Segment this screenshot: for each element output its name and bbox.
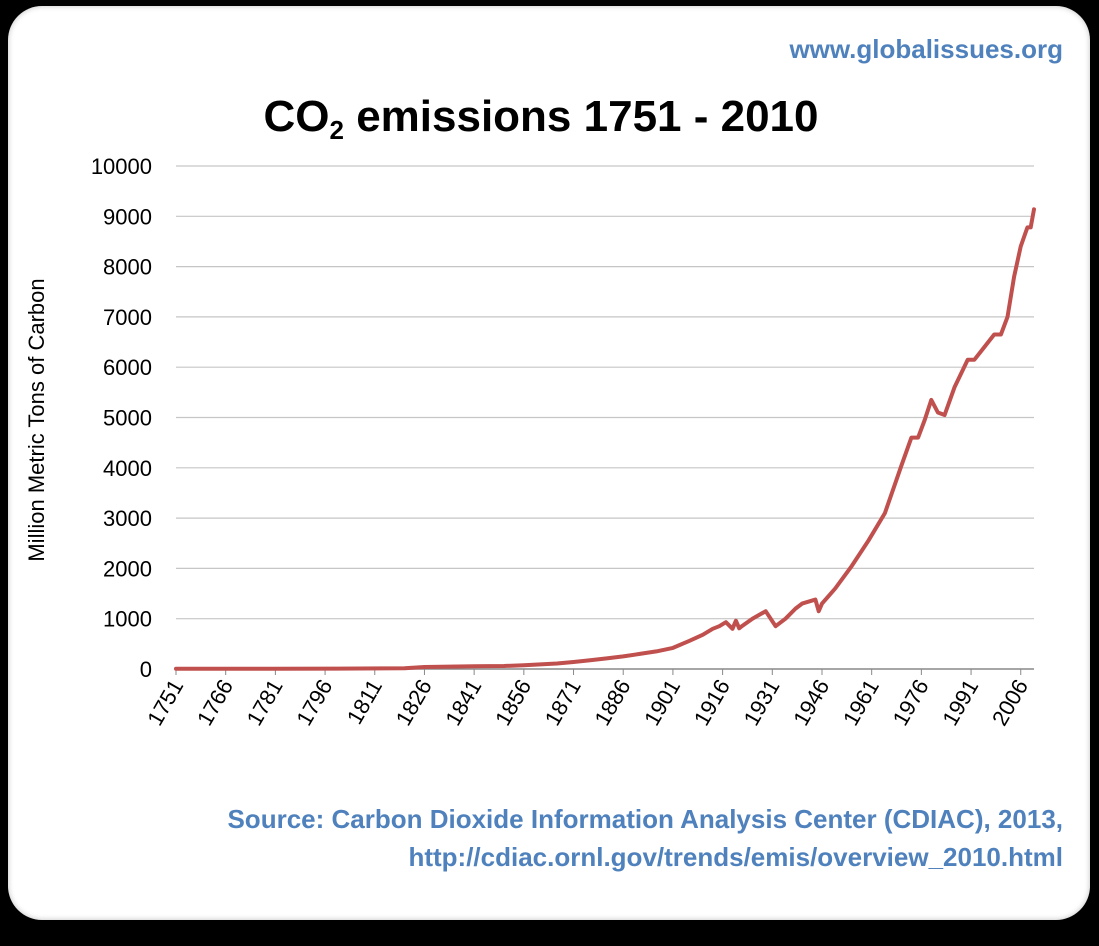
y-tick-label: 8000	[103, 255, 152, 280]
x-tick-label: 1766	[192, 675, 238, 730]
x-tick-label: 1841	[440, 675, 486, 730]
y-tick-label: 10000	[91, 154, 152, 179]
y-tick-label: 4000	[103, 456, 152, 481]
y-tick-label: 0	[140, 657, 152, 682]
y-tick-label: 7000	[103, 305, 152, 330]
x-tick-label: 1811	[342, 675, 387, 728]
source-line-1: Source: Carbon Dioxide Information Analy…	[227, 804, 1063, 834]
x-tick-label: 1781	[242, 675, 288, 730]
y-tick-label: 1000	[103, 607, 152, 632]
x-tick-label: 1931	[738, 675, 784, 730]
x-tick-label: 1856	[490, 675, 536, 730]
y-tick-label: 6000	[103, 355, 152, 380]
title-prefix: CO	[263, 92, 330, 141]
y-tick-label: 2000	[103, 556, 152, 581]
x-tick-label: 1886	[589, 675, 635, 730]
y-tick-label: 5000	[103, 406, 152, 431]
source-note: Source: Carbon Dioxide Information Analy…	[227, 800, 1063, 876]
x-tick-label: 1916	[689, 675, 735, 730]
x-tick-label: 1796	[291, 675, 337, 730]
x-tick-label: 1871	[540, 675, 586, 730]
x-tick-label: 2006	[987, 675, 1033, 730]
chart-card	[8, 6, 1090, 920]
chart-title: CO2 emissions 1751 - 2010	[0, 92, 1082, 146]
y-tick-label: 9000	[103, 204, 152, 229]
x-tick-label: 1961	[838, 675, 884, 730]
x-tick-label: 1826	[391, 675, 437, 730]
site-url[interactable]: www.globalissues.org	[789, 34, 1063, 64]
y-tick-label: 3000	[103, 506, 152, 531]
title-subscript: 2	[329, 115, 344, 145]
title-suffix: emissions 1751 - 2010	[343, 92, 819, 141]
x-tick-label: 1901	[639, 675, 685, 730]
x-tick-label: 1946	[788, 675, 834, 730]
x-tick-label: 1751	[142, 675, 188, 730]
series-line	[174, 207, 1036, 671]
x-tick-label: 1976	[888, 675, 934, 730]
x-tick-label: 1991	[937, 675, 983, 730]
source-url[interactable]: http://cdiac.ornl.gov/trends/emis/overvi…	[408, 842, 1063, 872]
